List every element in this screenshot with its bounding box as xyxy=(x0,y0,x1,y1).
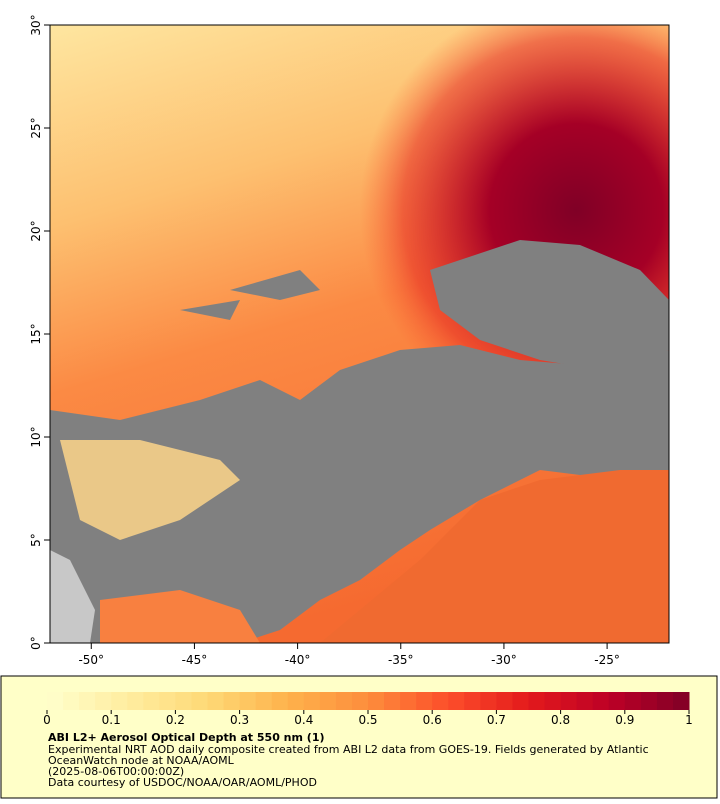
colorbar-step xyxy=(303,692,321,710)
colorbar-step xyxy=(416,692,433,710)
colorbar-step xyxy=(368,692,385,710)
y-tick-label: 0° xyxy=(29,636,43,650)
colorbar-step xyxy=(400,692,417,710)
colorbar-step xyxy=(111,692,128,710)
colorbar-step xyxy=(143,692,160,710)
colorbar-tick-label: 0.6 xyxy=(423,713,442,727)
colorbar-tick-label: 0.4 xyxy=(294,713,313,727)
y-tick-label: 5° xyxy=(29,533,43,547)
colorbar-step xyxy=(656,692,674,710)
colorbar-tick-label: 0 xyxy=(43,713,51,727)
title: ABI L2+ Aerosol Optical Depth at 550 nm … xyxy=(48,731,325,744)
colorbar-step xyxy=(592,692,610,710)
colorbar-step xyxy=(544,692,562,710)
colorbar-step xyxy=(207,692,225,710)
colorbar-tick-label: 0.8 xyxy=(551,713,570,727)
colorbar-step xyxy=(287,692,305,710)
description-line: OceanWatch node at NOAA/AOML xyxy=(48,754,235,767)
colorbar-tick-label: 0.7 xyxy=(487,713,506,727)
colorbar-step xyxy=(560,692,578,710)
x-tick-label: -35° xyxy=(388,653,414,667)
colorbar-step xyxy=(448,692,465,710)
colorbar-step xyxy=(480,692,497,710)
colorbar-step xyxy=(191,692,208,710)
colorbar-step xyxy=(95,692,112,710)
colorbar-step xyxy=(47,692,64,710)
colorbar-step xyxy=(159,692,176,710)
y-tick-label: 25° xyxy=(29,117,43,138)
colorbar-step xyxy=(512,692,529,710)
description-line: Experimental NRT AOD daily composite cre… xyxy=(48,743,649,756)
colorbar-step xyxy=(608,692,626,710)
colorbar-tick-label: 0.3 xyxy=(230,713,249,727)
colorbar-tick-label: 1 xyxy=(685,713,693,727)
colorbar-tick-label: 0.1 xyxy=(102,713,121,727)
colorbar-step xyxy=(271,692,289,710)
x-tick-label: -50° xyxy=(78,653,104,667)
colorbar-step xyxy=(672,692,690,710)
colorbar-step xyxy=(528,692,546,710)
colorbar-step xyxy=(63,692,80,710)
colorbar-tick-label: 0.9 xyxy=(615,713,634,727)
y-tick-label: 15° xyxy=(29,323,43,344)
colorbar-step xyxy=(175,692,192,710)
colorbar-step xyxy=(223,692,241,710)
colorbar-step xyxy=(239,692,257,710)
colorbar-step xyxy=(432,692,449,710)
description-line: Data courtesy of USDOC/NOAA/OAR/AOML/PHO… xyxy=(48,776,317,789)
colorbar-step xyxy=(496,692,513,710)
colorbar-step xyxy=(351,692,369,710)
colorbar-step xyxy=(640,692,658,710)
colorbar-step xyxy=(384,692,401,710)
colorbar-step xyxy=(464,692,481,710)
colorbar-step xyxy=(79,692,96,710)
description-line: (2025-08-06T00:00:00Z) xyxy=(48,765,184,778)
x-tick-label: -45° xyxy=(182,653,208,667)
colorbar-tick-label: 0.2 xyxy=(166,713,185,727)
y-tick-label: 10° xyxy=(29,426,43,447)
x-tick-label: -25° xyxy=(594,653,620,667)
colorbar-step xyxy=(576,692,594,710)
y-tick-label: 30° xyxy=(29,14,43,35)
colorbar-step xyxy=(335,692,353,710)
colorbar-step xyxy=(319,692,337,710)
map-imagery xyxy=(50,25,669,643)
colorbar-tick-label: 0.5 xyxy=(358,713,377,727)
x-tick-label: -40° xyxy=(285,653,311,667)
x-tick-label: -30° xyxy=(491,653,517,667)
colorbar-step xyxy=(624,692,642,710)
info-text: ABI L2+ Aerosol Optical Depth at 550 nm … xyxy=(48,731,649,789)
colorbar-step xyxy=(127,692,144,710)
colorbar-step xyxy=(255,692,273,710)
y-tick-label: 20° xyxy=(29,220,43,241)
